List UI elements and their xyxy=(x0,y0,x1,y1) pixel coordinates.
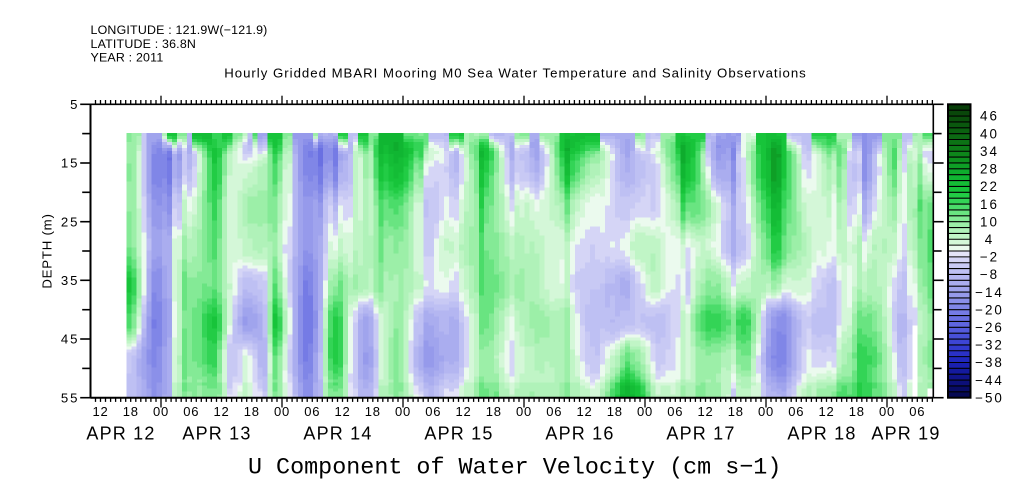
svg-text:−2: −2 xyxy=(980,250,999,265)
svg-text:18: 18 xyxy=(244,404,260,419)
svg-text:35: 35 xyxy=(61,273,80,288)
svg-text:28: 28 xyxy=(980,162,999,177)
svg-text:06: 06 xyxy=(425,404,441,419)
svg-text:10: 10 xyxy=(980,214,999,229)
svg-text:18: 18 xyxy=(728,404,744,419)
svg-text:18: 18 xyxy=(123,404,139,419)
svg-text:APR 15: APR 15 xyxy=(424,423,493,443)
svg-text:06: 06 xyxy=(788,404,804,419)
svg-text:12: 12 xyxy=(455,404,471,419)
svg-text:APR 18: APR 18 xyxy=(787,423,856,443)
svg-text:06: 06 xyxy=(546,404,562,419)
svg-text:5: 5 xyxy=(70,97,79,112)
svg-text:12: 12 xyxy=(818,404,834,419)
svg-text:−20: −20 xyxy=(975,302,1004,317)
svg-text:−38: −38 xyxy=(975,355,1004,370)
svg-text:18: 18 xyxy=(607,404,623,419)
svg-text:−14: −14 xyxy=(975,285,1004,300)
svg-text:12: 12 xyxy=(92,404,108,419)
svg-text:06: 06 xyxy=(909,404,925,419)
svg-text:18: 18 xyxy=(849,404,865,419)
svg-text:00: 00 xyxy=(153,404,169,419)
svg-text:12: 12 xyxy=(697,404,713,419)
svg-text:55: 55 xyxy=(61,390,80,405)
svg-text:16: 16 xyxy=(980,197,999,212)
svg-text:06: 06 xyxy=(183,404,199,419)
svg-text:06: 06 xyxy=(667,404,683,419)
svg-text:APR 17: APR 17 xyxy=(666,423,735,443)
svg-text:15: 15 xyxy=(61,156,80,171)
svg-text:APR 16: APR 16 xyxy=(545,423,614,443)
svg-text:25: 25 xyxy=(61,214,80,229)
svg-text:4: 4 xyxy=(985,232,994,247)
svg-text:45: 45 xyxy=(61,332,80,347)
svg-text:U Component of Water Velocity: U Component of Water Velocity (cm s−1) xyxy=(248,456,781,482)
svg-text:LONGITUDE : 121.9W(−121.9): LONGITUDE : 121.9W(−121.9) xyxy=(91,23,268,37)
svg-text:LATITUDE : 36.8N: LATITUDE : 36.8N xyxy=(91,37,197,51)
svg-text:40: 40 xyxy=(980,126,999,141)
svg-text:−50: −50 xyxy=(975,390,1004,405)
svg-text:00: 00 xyxy=(758,404,774,419)
svg-text:00: 00 xyxy=(395,404,411,419)
svg-text:YEAR : 2011: YEAR : 2011 xyxy=(91,50,164,64)
svg-text:34: 34 xyxy=(980,144,999,159)
svg-text:−26: −26 xyxy=(975,320,1004,335)
svg-text:APR 13: APR 13 xyxy=(182,423,251,443)
svg-text:22: 22 xyxy=(980,179,999,194)
svg-text:APR 19: APR 19 xyxy=(871,423,940,443)
svg-text:46: 46 xyxy=(980,109,999,124)
svg-text:APR 14: APR 14 xyxy=(303,423,372,443)
svg-text:00: 00 xyxy=(637,404,653,419)
svg-text:Hourly Gridded MBARI Mooring M: Hourly Gridded MBARI Mooring M0 Sea Wate… xyxy=(224,66,807,81)
svg-text:−32: −32 xyxy=(975,338,1004,353)
svg-text:12: 12 xyxy=(576,404,592,419)
svg-text:DEPTH (m): DEPTH (m) xyxy=(40,213,55,288)
svg-text:−44: −44 xyxy=(975,373,1004,388)
svg-text:00: 00 xyxy=(274,404,290,419)
svg-text:06: 06 xyxy=(304,404,320,419)
svg-text:12: 12 xyxy=(213,404,229,419)
svg-text:−8: −8 xyxy=(980,267,999,282)
svg-text:APR 12: APR 12 xyxy=(86,423,155,443)
svg-text:18: 18 xyxy=(486,404,502,419)
svg-text:00: 00 xyxy=(879,404,895,419)
svg-text:00: 00 xyxy=(516,404,532,419)
svg-text:12: 12 xyxy=(334,404,350,419)
svg-text:18: 18 xyxy=(365,404,381,419)
